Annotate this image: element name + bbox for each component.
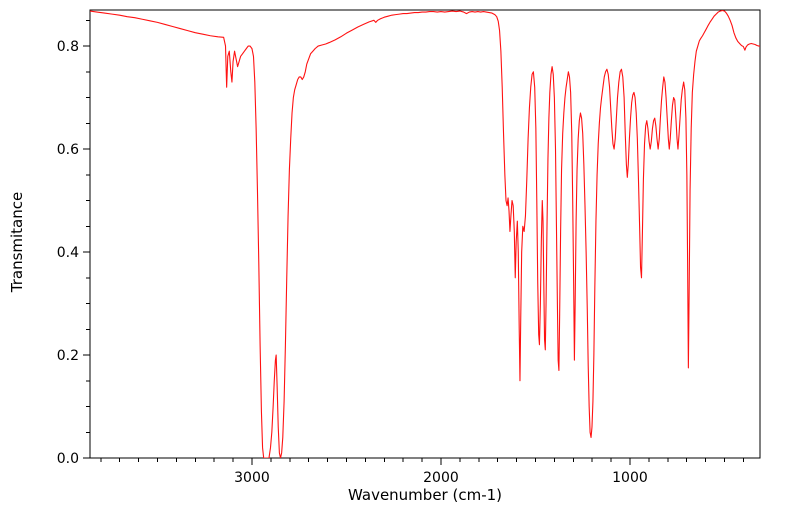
y-tick-label: 0.4 [57,245,79,261]
y-axis-label: Transmitance [8,191,26,293]
x-tick-label: 1000 [612,470,648,486]
plot-frame [89,9,761,459]
y-tick-label: 0.2 [57,348,79,364]
y-tick-label: 0.8 [57,39,79,55]
x-tick-label: 2000 [423,470,459,486]
y-tick-label: 0.6 [57,142,79,158]
axis-ticks [83,19,744,465]
x-tick-label: 3000 [234,470,270,486]
x-axis-label: Wavenumber (cm-1) [348,486,502,504]
y-tick-label: 0.0 [57,451,79,467]
spectrum-line [90,10,760,458]
